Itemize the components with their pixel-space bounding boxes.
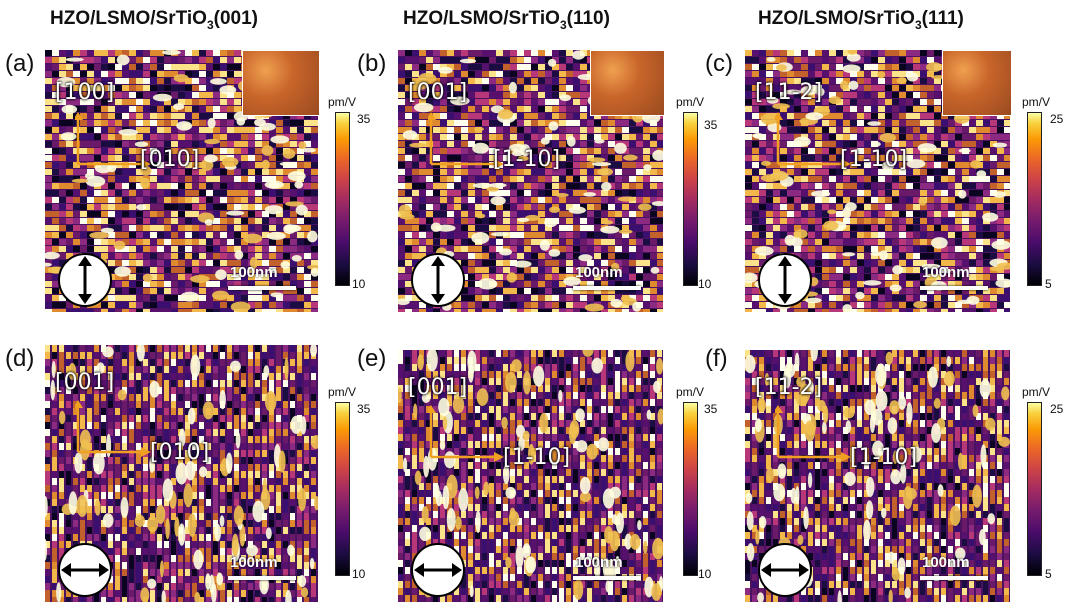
colorbar-unit: pm/V xyxy=(676,385,704,399)
axis-label-vertical: [11-2] xyxy=(755,375,822,400)
crystal-axes-arrows xyxy=(775,405,855,465)
colorbar-max: 25 xyxy=(1050,402,1063,416)
colorbar-unit: pm/V xyxy=(328,385,356,399)
column-title-110: HZO/LSMO/SrTiO3(110) xyxy=(403,8,610,32)
panel-label: (d) xyxy=(5,345,34,373)
scale-bar xyxy=(573,286,641,290)
axis-label-horizontal: [1-10] xyxy=(850,445,917,470)
colorbar-min: 10 xyxy=(352,567,365,581)
scale-bar-label: 100nm xyxy=(922,554,970,571)
horizontal-field-icon xyxy=(757,542,813,603)
column-title-111: HZO/LSMO/SrTiO3(111) xyxy=(758,8,964,32)
axis-label-vertical: [100] xyxy=(55,80,114,105)
panel-label: (a) xyxy=(5,50,34,78)
colorbar-max: 25 xyxy=(1050,112,1063,126)
colorbar xyxy=(1027,112,1042,286)
colorbar-max: 35 xyxy=(357,112,370,126)
panel-label: (c) xyxy=(705,50,733,78)
colorbar xyxy=(335,112,350,286)
vertical-field-icon xyxy=(57,252,113,313)
panel-label: (e) xyxy=(357,345,386,373)
vertical-field-icon xyxy=(410,252,466,313)
colorbar xyxy=(683,402,698,576)
colorbar-min: 5 xyxy=(1045,567,1052,581)
axis-label-horizontal: [010] xyxy=(140,147,199,172)
colorbar-unit: pm/V xyxy=(328,95,356,109)
panel-label: (f) xyxy=(705,345,728,373)
colorbar-unit: pm/V xyxy=(676,95,704,109)
scale-bar-label: 100nm xyxy=(922,264,970,281)
axis-label-horizontal: [1-10] xyxy=(493,147,560,172)
colorbar xyxy=(1027,402,1042,576)
scale-bar-label: 100nm xyxy=(575,264,623,281)
colorbar-unit: pm/V xyxy=(1022,95,1050,109)
colorbar-max: 35 xyxy=(704,118,717,132)
column-title-001: HZO/LSMO/SrTiO3(001) xyxy=(50,8,258,32)
colorbar-min: 10 xyxy=(352,277,365,291)
scale-bar xyxy=(573,576,641,580)
axis-label-vertical: [001] xyxy=(408,375,467,400)
topography-inset xyxy=(590,50,665,116)
horizontal-field-icon xyxy=(410,542,466,603)
scale-bar-label: 100nm xyxy=(575,554,623,571)
scale-bar-label: 100nm xyxy=(230,554,278,571)
colorbar-unit: pm/V xyxy=(1022,385,1050,399)
colorbar-max: 35 xyxy=(704,402,717,416)
axis-label-horizontal: [1-10] xyxy=(840,147,907,172)
colorbar-min: 10 xyxy=(698,567,711,581)
colorbar xyxy=(683,112,698,286)
topography-inset xyxy=(942,50,1012,116)
axis-label-horizontal: [1-10] xyxy=(503,445,570,470)
panel-label: (b) xyxy=(357,50,386,78)
crystal-axes-arrows xyxy=(428,405,508,465)
axis-label-horizontal: [010] xyxy=(150,440,209,465)
colorbar-max: 35 xyxy=(357,402,370,416)
topography-inset xyxy=(242,50,320,116)
scale-bar xyxy=(228,576,296,580)
axis-label-vertical: [001] xyxy=(408,80,467,105)
colorbar xyxy=(335,402,350,576)
scale-bar xyxy=(920,576,988,580)
axis-label-vertical: [11-2] xyxy=(755,80,822,105)
vertical-field-icon xyxy=(757,252,813,313)
colorbar-min: 5 xyxy=(1045,277,1052,291)
scale-bar xyxy=(920,286,988,290)
scale-bar-label: 100nm xyxy=(230,264,278,281)
colorbar-min: 10 xyxy=(698,277,711,291)
crystal-axes-arrows xyxy=(75,400,155,460)
axis-label-vertical: [001] xyxy=(55,370,114,395)
scale-bar xyxy=(228,286,296,290)
horizontal-field-icon xyxy=(57,542,113,603)
